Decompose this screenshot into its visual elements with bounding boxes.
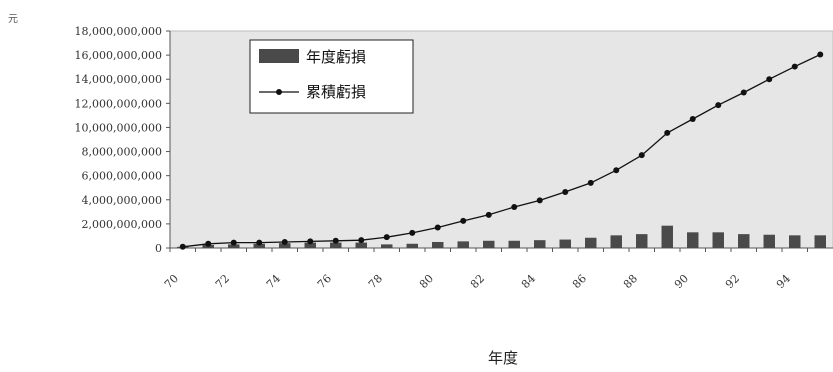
y-tick-label: 14,000,000,000 (75, 73, 162, 86)
point-cumulative-loss (485, 211, 492, 218)
x-tick-label: 94 (774, 272, 793, 291)
legend: 年度虧損 累積虧損 (249, 39, 414, 114)
y-unit-label: 元 (8, 14, 18, 25)
x-axis: 70 72 74 76 78 80 82 84 86 88 90 92 94 (162, 247, 833, 291)
bar-annual-loss (610, 235, 622, 248)
bar-annual-loss (483, 240, 495, 248)
bar-annual-loss (406, 243, 418, 248)
point-cumulative-loss (740, 89, 747, 96)
x-tick-label: 72 (213, 272, 232, 291)
y-tick-label: 8,000,000,000 (82, 146, 162, 159)
point-cumulative-loss (689, 116, 696, 123)
point-cumulative-loss (536, 197, 543, 204)
x-tick-label: 80 (417, 272, 436, 291)
point-cumulative-loss (205, 240, 212, 247)
x-axis-title: 年度 (488, 349, 518, 367)
bar-annual-loss (687, 232, 699, 248)
line-cumulative-loss (182, 53, 821, 248)
point-cumulative-loss (409, 229, 416, 236)
bar-annual-loss (457, 241, 469, 248)
point-cumulative-loss (383, 234, 390, 241)
bar-annual-loss (738, 234, 750, 248)
y-axis: 0 2,000,000,000 4,000,000,000 6,000,000,000… (75, 25, 171, 255)
y-tick-label: 0 (155, 242, 162, 255)
point-cumulative-loss (638, 152, 645, 159)
bar-annual-loss (508, 240, 520, 248)
bar-annual-loss (304, 242, 316, 248)
y-tick-label: 18,000,000,000 (75, 25, 162, 38)
point-cumulative-loss (791, 63, 798, 70)
x-tick-label: 88 (621, 272, 640, 291)
bar-series (177, 225, 826, 248)
point-cumulative-loss (613, 167, 620, 174)
bar-annual-loss (559, 239, 571, 248)
bar-annual-loss (585, 237, 597, 248)
point-cumulative-loss (562, 188, 569, 195)
bar-annual-loss (712, 232, 724, 248)
legend-swatch-marker (276, 89, 282, 95)
point-cumulative-loss (179, 243, 186, 250)
bar-annual-loss (789, 235, 801, 248)
y-tick-label: 4,000,000,000 (82, 194, 162, 207)
point-cumulative-loss (715, 102, 722, 109)
point-cumulative-loss (817, 51, 824, 58)
bar-annual-loss (814, 235, 826, 248)
bar-annual-loss (432, 241, 444, 248)
point-cumulative-loss (307, 238, 314, 245)
bar-annual-loss (763, 234, 775, 248)
line-series (179, 51, 824, 250)
point-cumulative-loss (230, 239, 237, 246)
point-cumulative-loss (281, 238, 288, 245)
x-tick-label: 70 (162, 272, 181, 291)
bar-annual-loss (228, 244, 240, 248)
bar-annual-loss (253, 243, 265, 248)
point-cumulative-loss (460, 217, 467, 224)
y-tick-label: 6,000,000,000 (82, 170, 162, 183)
point-cumulative-loss (256, 239, 263, 246)
point-cumulative-loss (766, 76, 773, 83)
point-cumulative-loss (358, 237, 365, 244)
bar-annual-loss (279, 243, 291, 248)
point-cumulative-loss (587, 179, 594, 186)
bar-annual-loss (330, 242, 342, 248)
point-cumulative-loss (434, 224, 441, 231)
x-tick-label: 74 (264, 272, 283, 291)
bar-annual-loss (381, 244, 393, 248)
x-tick-label: 84 (519, 272, 538, 291)
x-tick-label: 92 (723, 272, 742, 291)
bar-annual-loss (661, 225, 673, 248)
y-tick-label: 12,000,000,000 (75, 97, 162, 110)
legend-label-cumulative-loss: 累積虧損 (306, 83, 366, 101)
x-tick-label: 82 (468, 272, 487, 291)
y-tick-label: 16,000,000,000 (75, 49, 162, 62)
legend-label-annual-loss: 年度虧損 (306, 48, 366, 66)
x-tick-label: 76 (315, 272, 334, 291)
x-tick-label: 86 (570, 272, 589, 291)
x-tick-label: 90 (672, 272, 691, 291)
bar-annual-loss (534, 240, 546, 248)
point-cumulative-loss (664, 129, 671, 136)
bar-annual-loss (636, 234, 648, 248)
point-cumulative-loss (511, 204, 518, 211)
legend-swatch-bar (259, 49, 299, 63)
x-tick-label: 78 (366, 272, 385, 291)
y-tick-label: 10,000,000,000 (75, 121, 162, 134)
bar-annual-loss (355, 242, 367, 248)
y-tick-label: 2,000,000,000 (82, 218, 162, 231)
point-cumulative-loss (332, 237, 339, 244)
